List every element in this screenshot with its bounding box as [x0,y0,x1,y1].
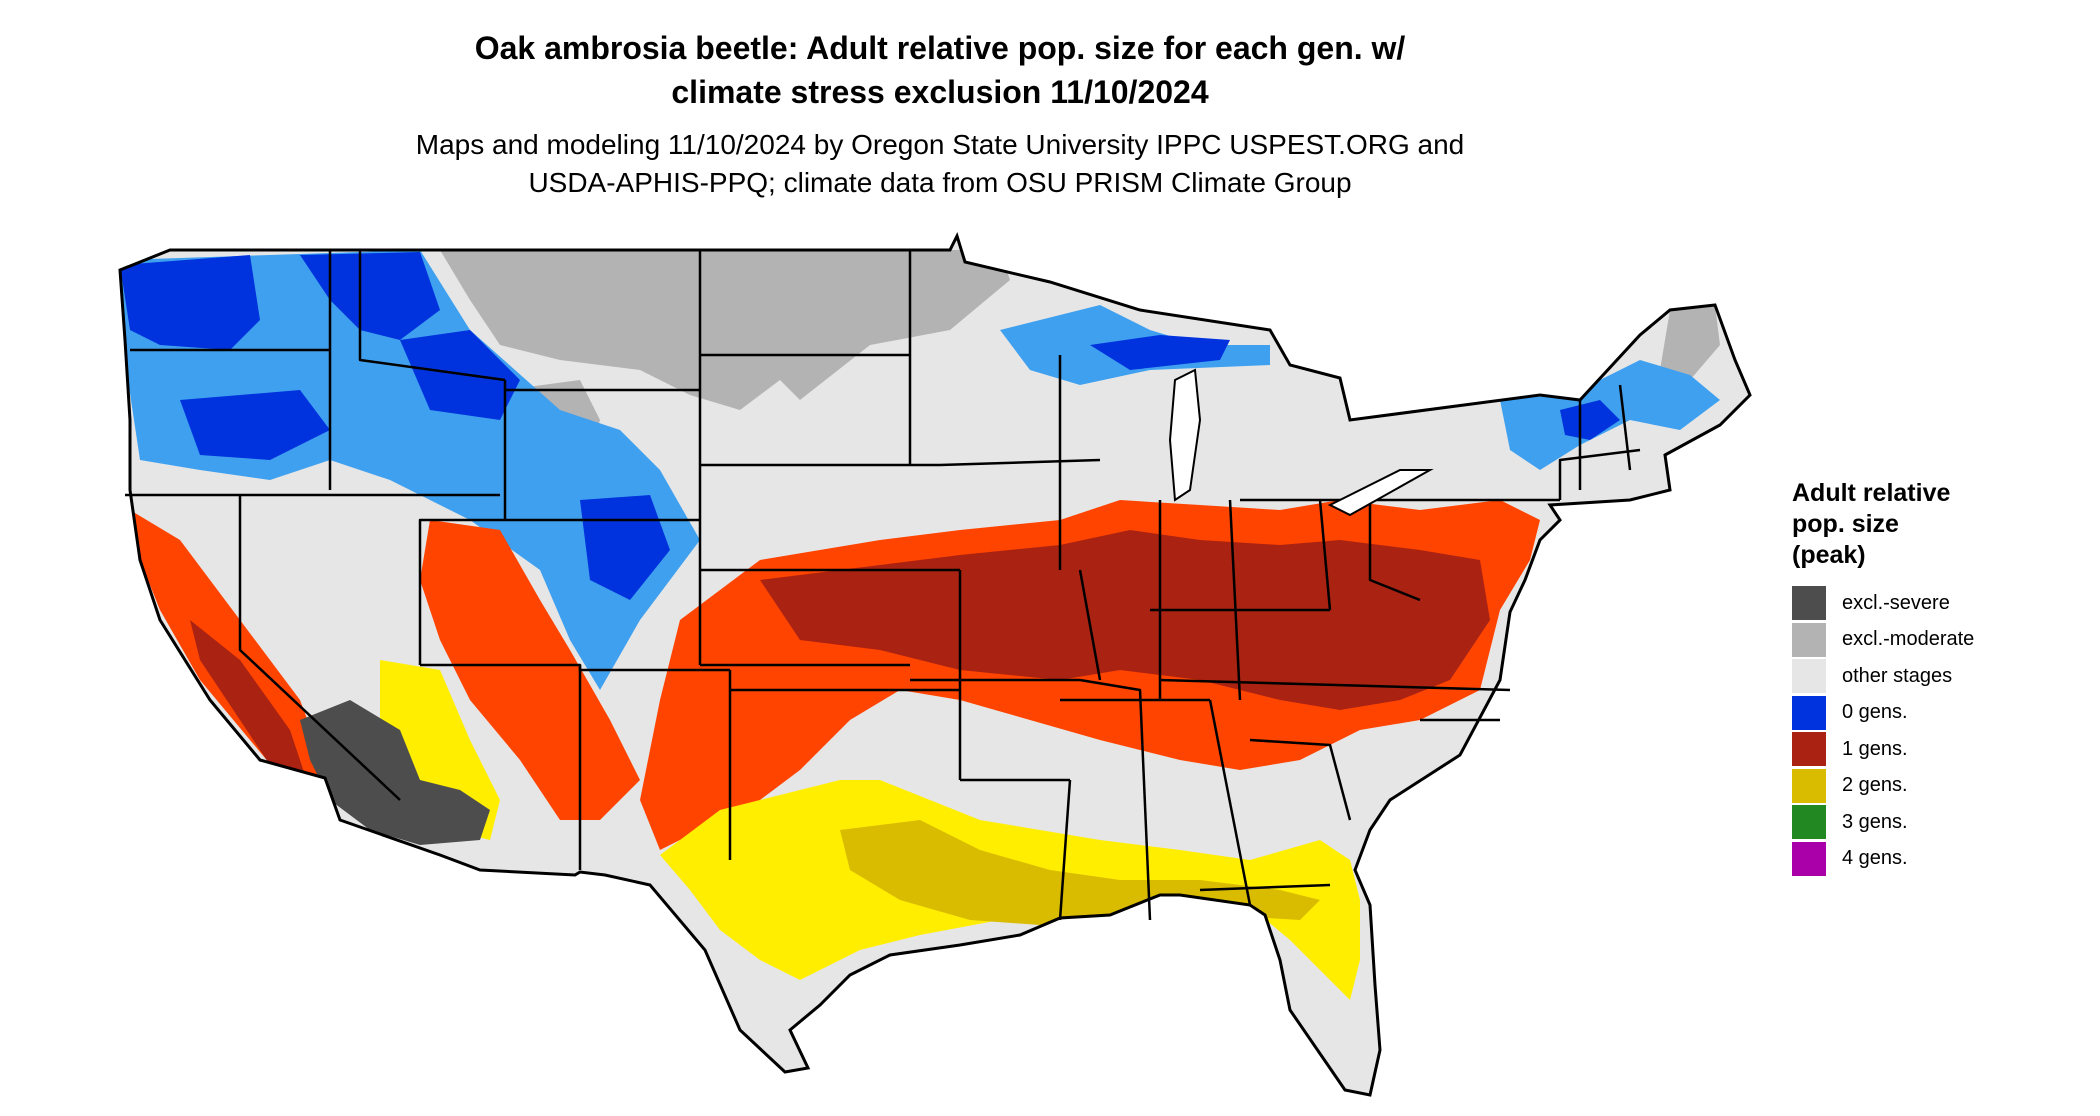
legend-title-line: pop. size [1792,510,1899,538]
us-outline [118,231,1752,1097]
lake-erie [1327,469,1434,517]
zone-2gen-arizona [380,660,500,840]
legend-swatch [1792,622,1826,657]
legend-title-line: (peak) [1792,541,1866,569]
zone-1gen-dark-central [760,530,1490,710]
legend-item-excl-moderate: excl.-moderate [1792,622,2052,659]
legend-item-0-gens: 0 gens. [1792,695,2052,732]
zone-excl-moderate-north [440,250,1010,410]
legend-label: 0 gens. [1842,701,1908,724]
legend-title: Adult relative pop. size (peak) [1792,478,2052,571]
legend: Adult relative pop. size (peak) excl.-se… [1792,478,2052,877]
zone-excl-moderate-maine [1660,305,1720,380]
legend-label: other stages [1842,664,1953,687]
legend-item-1-gens: 1 gens. [1792,731,2052,768]
zone-0gen-dark-northeast [1560,400,1620,440]
legend-item-other-stages: other stages [1792,658,2052,695]
legend-swatch [1792,805,1826,840]
legend-swatch [1792,586,1826,621]
map-title: Oak ambrosia beetle: Adult relative pop.… [0,26,1880,114]
legend-label: excl.-moderate [1842,628,1975,651]
lake-michigan [1168,368,1202,502]
us-map [118,231,1752,1097]
zone-0gen-dark-washington [120,255,260,350]
map-title-line-2: climate stress exclusion 11/10/2024 [671,74,1209,110]
legend-label: 1 gens. [1842,737,1908,760]
legend-label: 3 gens. [1842,810,1908,833]
legend-swatch [1792,695,1826,730]
legend-label: 2 gens. [1842,774,1908,797]
map-subtitle-line-2: USDA-APHIS-PPQ; climate data from OSU PR… [528,167,1352,198]
legend-label: excl.-severe [1842,591,1950,614]
zone-0gen-dark-oregon [180,390,330,460]
zone-1gen-southwest [420,520,640,820]
map-subtitle-line-1: Maps and modeling 11/10/2024 by Oregon S… [415,129,1465,160]
zone-0gen-dark-idaho [300,252,440,340]
state-borders [125,250,1641,921]
zone-0gen-dark-michigan [1090,335,1230,370]
map-title-line-1: Oak ambrosia beetle: Adult relative pop.… [474,30,1406,66]
legend-swatch [1792,841,1826,876]
legend-swatch [1792,768,1826,803]
legend-swatch [1792,732,1826,767]
legend-item-excl-severe: excl.-severe [1792,585,2052,622]
legend-title-line: Adult relative [1792,479,1951,507]
zone-1gen-dark-california [190,620,310,790]
legend-swatch [1792,659,1826,694]
legend-item-3-gens: 3 gens. [1792,804,2052,841]
legend-label: 4 gens. [1842,847,1908,870]
zone-0gen-light-northwest [120,250,700,690]
map-subtitle: Maps and modeling 11/10/2024 by Oregon S… [0,126,1880,202]
legend-item-4-gens: 4 gens. [1792,841,2052,878]
zone-3gen-florida-keys [1300,1085,1345,1095]
legend-item-2-gens: 2 gens. [1792,768,2052,805]
zone-excl-severe-desert [300,700,490,845]
